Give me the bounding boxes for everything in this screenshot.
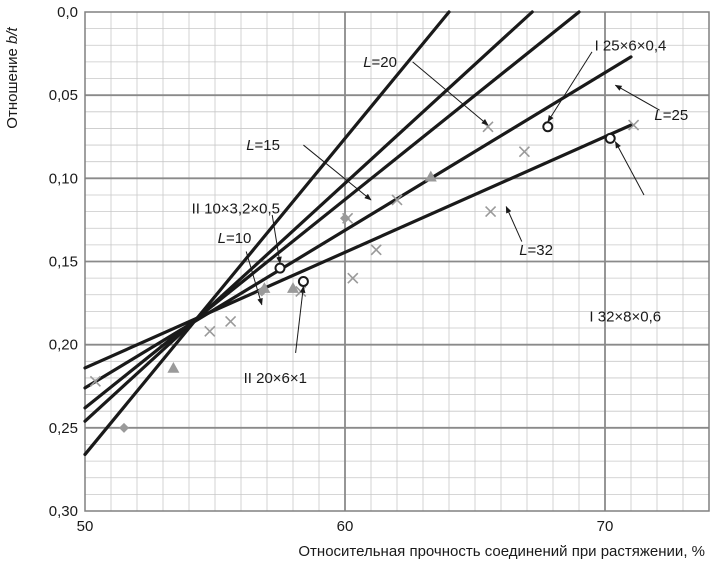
y-tick-label: 0,0 (57, 4, 78, 21)
cross-marker (225, 315, 237, 327)
y-axis-title: Отношение b/t (4, 26, 21, 128)
y-tick-label: 0,25 (49, 420, 78, 437)
y-tick-labels: 0,0 0,05 0,10 0,15 0,20 0,25 0,30 (49, 4, 78, 520)
series-lines (83, 10, 633, 457)
annotation-label-l15: L=15 (246, 137, 280, 154)
annotation-label-i25: I 25×6×0,4 (595, 37, 667, 54)
triangle-marker (258, 282, 271, 293)
x-tick-labels: 50 60 70 (77, 518, 614, 535)
cross-marker (89, 375, 101, 387)
y-tick-label: 0,05 (49, 87, 78, 104)
y-tick-label: 0,30 (49, 503, 78, 520)
annotation-arrow (412, 61, 489, 126)
series-line-l15 (83, 10, 534, 423)
y-tick-label: 0,20 (49, 337, 78, 354)
x-axis-title: Относительная прочность соединений при р… (298, 543, 705, 560)
y-tick-label: 0,15 (49, 254, 78, 271)
cross-marker (518, 146, 530, 158)
annotation-label-ii10: II 10×3,2×0,5 (192, 200, 280, 217)
annotation-arrow (614, 141, 645, 196)
annotation-label-ii20: II 20×6×1 (244, 370, 307, 387)
open-circle-marker (604, 132, 616, 144)
annotation-arrow (547, 51, 593, 123)
triangle-marker (424, 170, 437, 182)
annotation-arrow (295, 285, 306, 354)
x-tick-label: 50 (77, 518, 94, 535)
cross-marker (628, 119, 640, 131)
annotation-arrow (303, 144, 372, 201)
annotation-label-l25: L=25 (654, 107, 688, 124)
y-tick-label: 0,10 (49, 170, 78, 187)
series-line-l20 (83, 10, 581, 410)
annotation-arrow (245, 251, 263, 306)
cross-marker (204, 325, 216, 337)
diamond-marker (340, 213, 350, 224)
series-line-l32 (83, 123, 633, 370)
cross-marker (485, 206, 497, 218)
x-tick-label: 70 (597, 518, 614, 535)
open-circle-marker (274, 262, 286, 274)
x-tick-label: 60 (337, 518, 354, 535)
triangle-marker (167, 361, 180, 373)
triangle-marker (287, 282, 299, 293)
annotation-label-l10: L=10 (218, 230, 252, 247)
annotation-arrow (271, 214, 282, 264)
annotation-arrow (505, 205, 523, 242)
cross-marker (347, 272, 359, 284)
open-circle-marker (542, 121, 554, 133)
cross-marker (391, 194, 403, 206)
annotation-arrow (614, 84, 660, 111)
annotations: L=10 L=15 L=20 L=25 L=32 I 25×6×0,4 I 32×8×0,6… (192, 37, 689, 387)
diamond-marker (119, 422, 129, 433)
plot-frame (84, 11, 710, 512)
open-circle-marker (297, 275, 309, 287)
cross-marker (370, 244, 382, 256)
annotation-label-l20: L=20 (363, 54, 397, 71)
annotation-label-l32: L=32 (519, 242, 553, 259)
series-line-l10 (83, 10, 451, 457)
major-grid (85, 12, 709, 511)
series-line-l25 (83, 55, 633, 390)
cross-marker (482, 121, 494, 133)
annotation-label-i32: I 32×8×0,6 (589, 308, 661, 325)
